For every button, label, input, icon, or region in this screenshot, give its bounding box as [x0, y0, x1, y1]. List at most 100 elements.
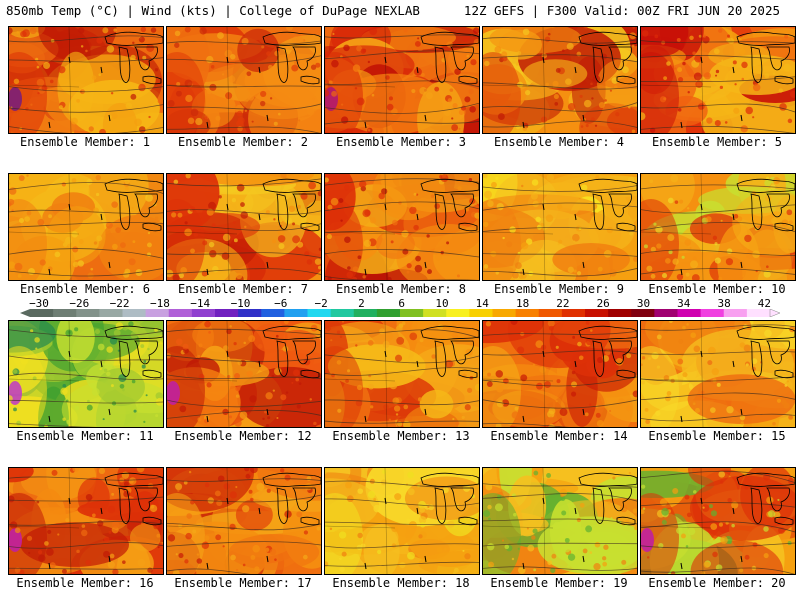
ensemble-member-label: Ensemble Member: 6 — [19, 282, 151, 296]
ensemble-map-panel — [166, 320, 322, 428]
colorbar-segment — [145, 309, 170, 317]
colorbar-tick-label: 38 — [717, 297, 731, 310]
colorbar-segment — [122, 309, 147, 317]
temperature-map — [641, 468, 795, 574]
colorbar-segment — [700, 309, 725, 317]
ensemble-map-panel — [8, 467, 164, 575]
colorbar-segment — [585, 309, 609, 317]
temperature-map — [641, 27, 795, 133]
ensemble-member-label: Ensemble Member: 15 — [648, 429, 786, 443]
colorbar-segment — [168, 309, 193, 317]
colorbar-segment — [330, 309, 355, 317]
colorbar-tick-label: −26 — [69, 297, 90, 310]
ensemble-map-panel — [482, 173, 638, 281]
ensemble-map-panel — [482, 320, 638, 428]
temperature-map — [483, 321, 637, 427]
ensemble-map-panel — [166, 467, 322, 575]
ensemble-map-panel — [166, 26, 322, 134]
colorbar-segment — [307, 309, 332, 317]
temperature-colorbar — [20, 309, 780, 317]
temperature-map — [641, 321, 795, 427]
colorbar-segment — [261, 309, 285, 317]
temperature-map — [641, 174, 795, 280]
colorbar-segment — [538, 309, 563, 317]
ensemble-map-panel — [640, 26, 796, 134]
ensemble-member-label: Ensemble Member: 8 — [335, 282, 467, 296]
colorbar-tick-label: 6 — [398, 297, 405, 310]
ensemble-map-panel — [166, 173, 322, 281]
colorbar-tick-label: 30 — [636, 297, 651, 310]
temperature-map — [9, 27, 163, 133]
temperature-map — [325, 468, 479, 574]
temperature-map — [483, 468, 637, 574]
colorbar-segment — [469, 309, 493, 317]
colorbar-segment — [353, 309, 378, 317]
colorbar-tick-label: 14 — [475, 297, 489, 310]
ensemble-member-label: Ensemble Member: 11 — [16, 429, 154, 443]
ensemble-member-label: Ensemble Member: 14 — [490, 429, 628, 443]
colorbar-segment — [654, 309, 678, 317]
ensemble-member-label: Ensemble Member: 17 — [174, 576, 312, 590]
colorbar-segment — [561, 309, 586, 317]
ensemble-member-label: Ensemble Member: 9 — [493, 282, 625, 296]
colorbar-min-arrow — [20, 309, 30, 317]
temperature-map — [9, 468, 163, 574]
colorbar-max-arrow — [769, 309, 780, 317]
colorbar-segment — [677, 309, 702, 317]
colorbar-tick-label: 42 — [757, 297, 772, 310]
model-run-info: 12Z GEFS | F300 Valid: 00Z FRI JUN 20 20… — [463, 3, 780, 18]
temperature-map — [167, 468, 321, 574]
colorbar-segment — [376, 309, 401, 317]
temperature-map — [167, 174, 321, 280]
colorbar-tick-label: 34 — [677, 297, 691, 310]
ensemble-member-label: Ensemble Member: 3 — [335, 135, 467, 149]
colorbar-tick-label: −22 — [109, 297, 130, 310]
colorbar-segment — [492, 309, 517, 317]
colorbar-segment — [76, 309, 100, 317]
ensemble-member-label: Ensemble Member: 10 — [648, 282, 786, 296]
colorbar-tick-label: 10 — [435, 297, 449, 310]
colorbar-segment — [723, 309, 748, 317]
colorbar-segment — [423, 309, 447, 317]
ensemble-map-panel — [324, 26, 480, 134]
colorbar-segment — [446, 309, 470, 317]
colorbar-segment — [99, 309, 123, 317]
colorbar-tick-label: 26 — [596, 297, 610, 310]
colorbar-tick-label: 18 — [515, 297, 530, 310]
colorbar-tick-label: −2 — [314, 297, 328, 310]
ensemble-member-label: Ensemble Member: 19 — [490, 576, 628, 590]
colorbar-segment — [746, 309, 771, 317]
temperature-map — [167, 321, 321, 427]
ensemble-map-panel — [324, 173, 480, 281]
ensemble-member-label: Ensemble Member: 20 — [648, 576, 786, 590]
ensemble-map-panel — [324, 320, 480, 428]
ensemble-member-label: Ensemble Member: 16 — [16, 576, 154, 590]
ensemble-member-label: Ensemble Member: 4 — [493, 135, 625, 149]
temperature-map — [325, 27, 479, 133]
colorbar-segment — [53, 309, 77, 317]
temperature-map — [483, 174, 637, 280]
temperature-map — [483, 27, 637, 133]
colorbar-segment — [215, 309, 239, 317]
temperature-map — [325, 174, 479, 280]
ensemble-map-panel — [640, 320, 796, 428]
ensemble-member-label: Ensemble Member: 1 — [19, 135, 151, 149]
ensemble-member-label: Ensemble Member: 12 — [174, 429, 312, 443]
ensemble-map-panel — [8, 26, 164, 134]
colorbar-segment — [238, 309, 262, 317]
temperature-map — [9, 321, 163, 427]
ensemble-map-panel — [640, 467, 796, 575]
ensemble-member-label: Ensemble Member: 13 — [332, 429, 470, 443]
ensemble-map-panel — [482, 467, 638, 575]
ensemble-map-panel — [324, 467, 480, 575]
colorbar-segment — [515, 309, 540, 317]
colorbar-segment — [608, 309, 632, 317]
colorbar-segment — [30, 309, 54, 317]
map-title: 850mb Temp (°C) | Wind (kts) | College o… — [6, 3, 420, 18]
colorbar-tick-label: −14 — [190, 297, 211, 310]
colorbar-tick-label: −10 — [230, 297, 251, 310]
colorbar-segment — [284, 309, 308, 317]
ensemble-member-label: Ensemble Member: 18 — [332, 576, 470, 590]
ensemble-map-panel — [8, 173, 164, 281]
colorbar-tick-label: −6 — [274, 297, 288, 310]
